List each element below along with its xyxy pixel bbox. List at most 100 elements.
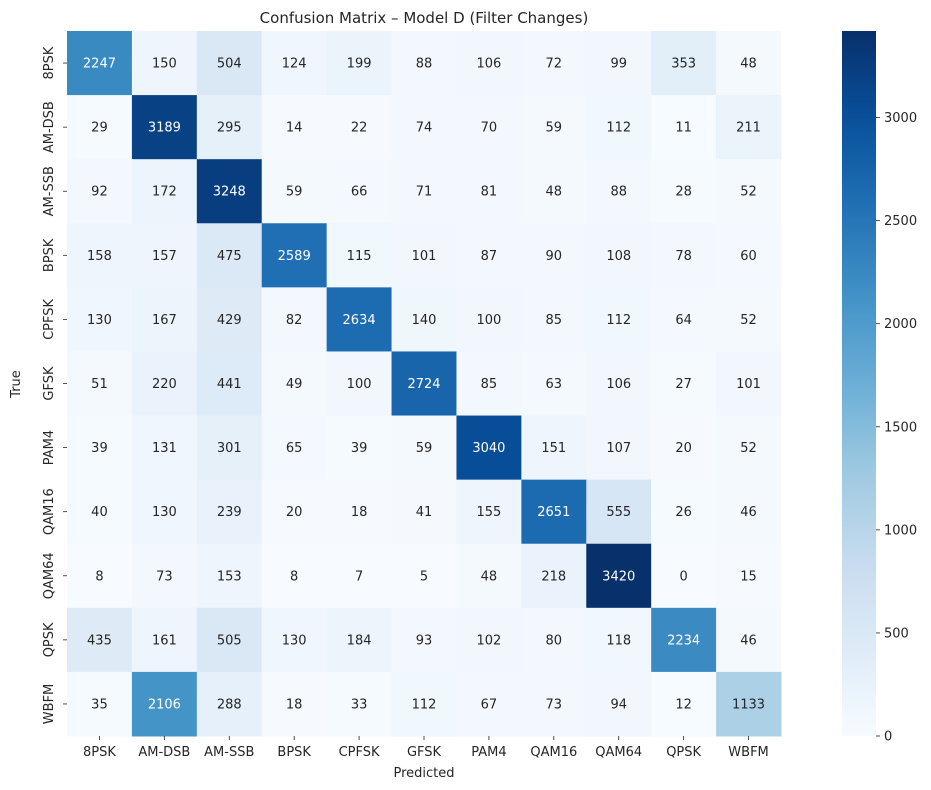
heatmap-cell: [196, 159, 263, 224]
cell-value-label: 81: [481, 185, 498, 200]
colorbar-tick-label: 500: [884, 626, 909, 641]
cell-value-label: 73: [546, 697, 563, 712]
heatmap-cell: [586, 671, 652, 737]
x-tick-label: WBFM: [728, 745, 768, 760]
cell-value-label: 52: [740, 185, 757, 200]
heatmap-cell: [131, 543, 198, 609]
cell-value-label: 85: [546, 313, 563, 328]
x-tick-label: PAM4: [471, 745, 506, 760]
cell-value-label: 59: [286, 185, 303, 200]
cell-value-label: 66: [351, 185, 368, 200]
heatmap-cell: [196, 31, 263, 96]
heatmap-cell: [326, 543, 393, 609]
x-tick-label: QAM16: [530, 745, 577, 760]
heatmap-cell: [326, 31, 393, 96]
heatmap-cell: [67, 671, 133, 737]
cell-value-label: 67: [481, 697, 498, 712]
x-tick-label: AM-DSB: [138, 745, 190, 760]
heatmap-cell: [456, 351, 522, 417]
cell-value-label: 504: [217, 57, 242, 72]
heatmap-cell: [261, 351, 328, 417]
heatmap-cell: [651, 543, 717, 609]
heatmap-cell: [67, 351, 133, 417]
heatmap-cell: [586, 287, 652, 352]
cell-value-label: 46: [740, 505, 757, 520]
heatmap-cell: [521, 159, 587, 224]
cell-value-label: 48: [740, 57, 757, 72]
heatmap-cell: [651, 351, 717, 417]
heatmap-cell: [716, 607, 782, 673]
heatmap-cell: [196, 607, 263, 673]
cell-value-label: 28: [675, 185, 692, 200]
cell-value-label: 22: [351, 121, 368, 136]
cell-value-label: 130: [152, 505, 177, 520]
heatmap-cell: [586, 31, 652, 96]
cell-value-label: 80: [546, 633, 563, 648]
cell-value-label: 101: [736, 377, 761, 392]
heatmap-cell: [131, 95, 198, 160]
cell-value-label: 218: [541, 569, 566, 584]
heatmap-cell: [716, 671, 782, 737]
y-tick-label: QAM64: [42, 552, 57, 599]
cell-value-label: 184: [347, 633, 372, 648]
colorbar-tick-label: 3000: [884, 111, 917, 126]
cell-value-label: 199: [347, 57, 372, 72]
heatmap-cell: [391, 351, 457, 417]
y-tick-label: QPSK: [42, 622, 57, 657]
heatmap-cell: [391, 607, 457, 673]
cell-value-label: 150: [152, 57, 177, 72]
heatmap-cell: [196, 351, 263, 417]
cell-value-label: 93: [416, 633, 433, 648]
heatmap-cell: [131, 351, 198, 417]
cell-value-label: 112: [606, 121, 631, 136]
heatmap-cell: [261, 671, 328, 737]
cell-value-label: 100: [347, 377, 372, 392]
cell-value-label: 115: [347, 249, 372, 264]
cell-value-label: 2247: [83, 57, 116, 72]
heatmap-cell: [261, 223, 328, 288]
cell-value-label: 239: [217, 505, 242, 520]
cell-value-label: 29: [91, 121, 108, 136]
cell-value-label: 108: [606, 249, 631, 264]
heatmap-cell: [67, 159, 133, 224]
cell-value-label: 106: [606, 377, 631, 392]
heatmap-cell: [67, 31, 133, 96]
heatmap-cell: [391, 159, 457, 224]
heatmap-cell: [456, 287, 522, 352]
heatmap-cell: [391, 671, 457, 737]
heatmap-cell: [391, 95, 457, 160]
y-tick-label: QAM16: [42, 488, 57, 535]
colorbar-tick-label: 1500: [884, 420, 917, 435]
y-tick-label: AM-DSB: [42, 101, 57, 153]
heatmap-cell: [391, 31, 457, 96]
x-tick-label: CPFSK: [339, 745, 380, 760]
colorbar-ticks: 0 500 1000 1500 2000 2500 3000: [876, 111, 917, 745]
heatmap-cell: [326, 415, 393, 481]
cell-value-label: 112: [606, 313, 631, 328]
cell-value-label: 158: [87, 249, 112, 264]
colorbar-tick-label: 0: [884, 730, 892, 745]
cell-value-label: 353: [671, 57, 696, 72]
cell-value-label: 555: [606, 505, 631, 520]
y-tick-label: CPFSK: [42, 298, 57, 339]
heatmap-cell: [326, 607, 393, 673]
cell-value-label: 505: [217, 633, 242, 648]
heatmap-cell: [456, 95, 522, 160]
cell-value-label: 151: [541, 441, 566, 456]
heatmap-cell: [67, 607, 133, 673]
heatmap-cell: [521, 351, 587, 417]
cell-value-label: 435: [87, 633, 112, 648]
y-tick-labels: 8PSK AM-DSB AM-SSB BPSK CPFSK GFSK PAM4 QAM16 QA…: [42, 46, 67, 724]
heatmap-cell: [651, 479, 717, 545]
chart-title: Confusion Matrix – Model D (Filter Chang…: [260, 9, 589, 27]
cell-value-label: 8: [290, 569, 298, 584]
heatmap-cell: [391, 223, 457, 288]
heatmap-cell: [391, 479, 457, 545]
x-tick-label: 8PSK: [83, 745, 116, 760]
heatmap-cell: [131, 223, 198, 288]
cell-value-label: 15: [740, 569, 757, 584]
heatmap-cell: [651, 415, 717, 481]
x-tick-label: QPSK: [666, 745, 701, 760]
heatmap-cell: [716, 479, 782, 545]
